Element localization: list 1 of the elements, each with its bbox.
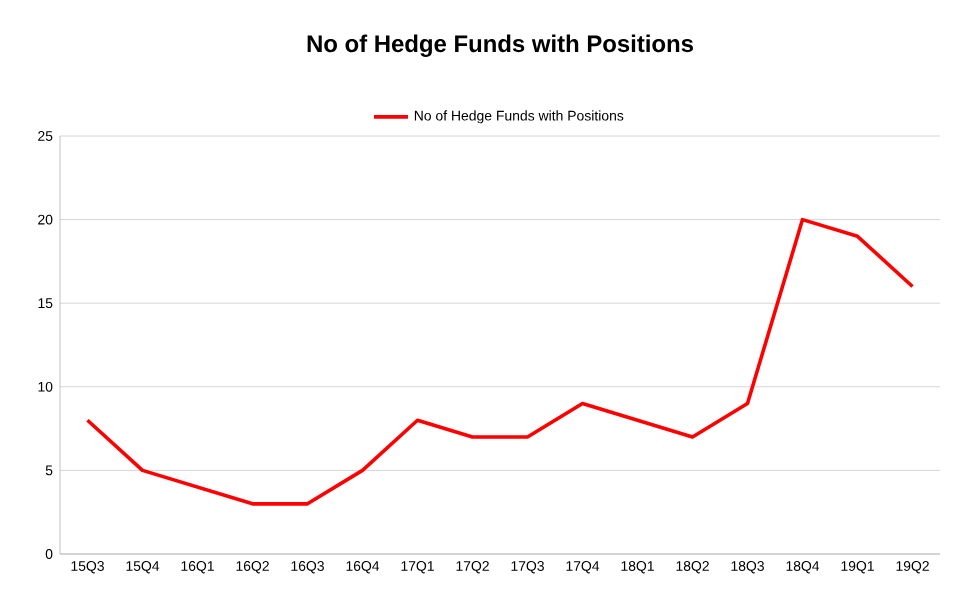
chart-title: No of Hedge Funds with Positions (307, 34, 693, 57)
